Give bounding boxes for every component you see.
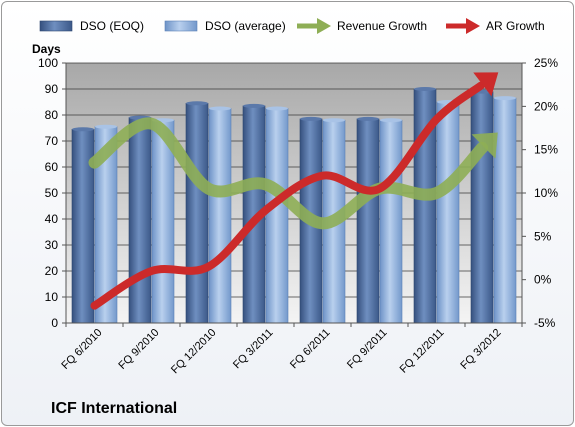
x-tick-label: FQ 6/2010 — [59, 327, 104, 372]
y-tick-label-right: 25% — [534, 56, 558, 70]
legend-label-revenue-growth: Revenue Growth — [337, 19, 427, 33]
growth-lines — [88, 72, 499, 310]
y-tick-label-left: 20 — [45, 264, 59, 278]
bar-cap — [186, 101, 208, 106]
y-tick-label-right: 20% — [534, 99, 558, 113]
legend-swatch-dso-average — [164, 20, 198, 32]
y-tick-label-right: -5% — [534, 316, 556, 330]
y-tick-label-left: 40 — [45, 212, 59, 226]
legend: DSO (EOQ) DSO (average) Revenue Growth AR G… — [39, 18, 545, 34]
y-tick-label-left: 80 — [45, 108, 59, 122]
legend-label-dso-average: DSO (average) — [205, 19, 286, 33]
legend-arrow-ar-growth — [466, 18, 480, 34]
bar-cap — [414, 87, 436, 91]
y-tick-label-right: 5% — [534, 229, 552, 243]
bar-cap — [209, 106, 231, 111]
x-tick-label: FQ 3/2012 — [458, 327, 503, 372]
bar-dso-average — [379, 119, 403, 324]
bar-dso-average — [208, 108, 232, 324]
bar-cap — [300, 116, 322, 121]
y-tick-label-left: 60 — [45, 160, 59, 174]
y-tick-label-left: 50 — [45, 186, 59, 200]
legend-arrow-revenue-growth — [317, 18, 331, 34]
legend-label-ar-growth: AR Growth — [486, 19, 545, 33]
y-tick-label-left: 90 — [45, 82, 59, 96]
x-tick-label: FQ 6/2011 — [288, 327, 333, 372]
bar-dso-average — [436, 101, 460, 324]
arrowhead-ar-growth — [473, 72, 499, 97]
bar-cap — [494, 96, 516, 101]
legend-label-dso-eoq: DSO (EOQ) — [80, 19, 144, 33]
bar-cap — [72, 127, 94, 132]
bar-cap — [380, 118, 402, 123]
bar-dso-average — [265, 108, 289, 324]
y-tick-label-left: 70 — [45, 134, 59, 148]
y-tick-label-right: 10% — [534, 186, 558, 200]
bar-dso-eoq — [356, 118, 380, 324]
bar-cap — [323, 118, 345, 123]
line-ar-growth — [90, 81, 485, 310]
x-tick-label: FQ 9/2010 — [116, 327, 161, 372]
y-tick-label-left: 30 — [45, 238, 59, 252]
arrowhead-revenue-growth — [471, 132, 498, 159]
bar-cap — [243, 103, 265, 108]
y-tick-label-left: 10 — [45, 290, 59, 304]
bar-cap — [357, 116, 379, 121]
x-tick-label: FQ 9/2011 — [345, 327, 390, 372]
y-tick-label-right: 0% — [534, 273, 552, 287]
y-tick-label-right: 15% — [534, 143, 558, 157]
bar-dso-average — [493, 97, 517, 324]
x-tick-label: FQ 3/2011 — [231, 327, 276, 372]
y-tick-label-left: 0 — [51, 316, 58, 330]
bar-cap — [95, 124, 117, 129]
legend-swatch-dso-eoq — [39, 20, 73, 32]
bar-dso-eoq — [470, 91, 494, 324]
y-tick-label-left: 100 — [38, 56, 58, 70]
line-revenue-growth — [88, 117, 489, 230]
bar-dso-eoq — [185, 103, 209, 324]
chart-title: ICF International — [51, 400, 178, 417]
x-tick-label: FQ 12/2011 — [398, 327, 447, 376]
bar-cap — [266, 106, 288, 111]
x-tick-label: FQ 12/2010 — [169, 327, 219, 377]
bar-dso-eoq — [128, 117, 152, 324]
y-axis-label: Days — [32, 42, 61, 56]
